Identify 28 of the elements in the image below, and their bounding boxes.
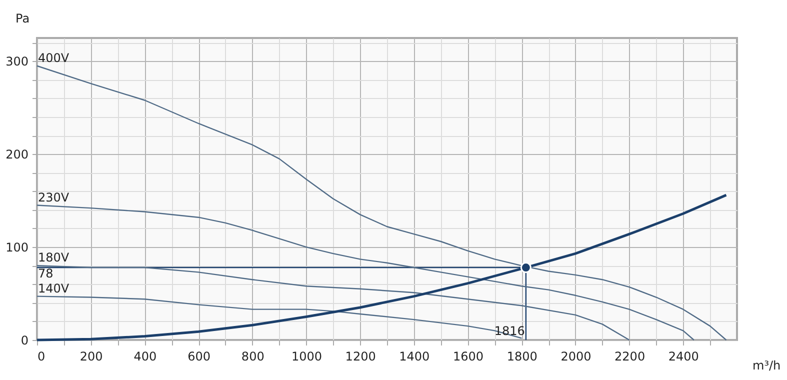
y-tick-label: 100 — [6, 240, 28, 255]
x-tick-label: 2400 — [668, 350, 699, 364]
y-axis-title: Pa — [16, 12, 30, 26]
x-tick-label: 2200 — [614, 350, 646, 364]
series-label: 140V — [38, 281, 70, 296]
x-axis-title: m³/h — [752, 358, 781, 372]
series-label: 180V — [38, 250, 70, 265]
x-tick-label: 1400 — [399, 350, 430, 364]
x-tick-label: 1800 — [506, 350, 538, 364]
x-tick-label: 1200 — [345, 350, 376, 364]
x-tick-label: 2000 — [560, 350, 592, 364]
y-tick-label: 300 — [6, 54, 28, 69]
x-tick-label: 400 — [134, 350, 157, 364]
x-tick-label: 600 — [188, 350, 210, 364]
annotation: 1816 — [494, 324, 525, 338]
x-tick-label: 0 — [38, 350, 46, 364]
y-tick-label: 0 — [20, 334, 28, 348]
series-label: 230V — [38, 190, 70, 204]
x-tick-label: 200 — [80, 350, 103, 364]
line-series — [36, 65, 727, 341]
x-tick-label: 1600 — [452, 350, 484, 364]
line-series — [36, 296, 522, 339]
x-tick-label: 1000 — [291, 350, 322, 364]
line-series — [36, 265, 630, 341]
x-tick-label: 800 — [241, 350, 264, 364]
series-label: 400V — [38, 50, 70, 65]
annotation: 78 — [38, 266, 54, 281]
y-tick-label: 200 — [6, 148, 28, 162]
